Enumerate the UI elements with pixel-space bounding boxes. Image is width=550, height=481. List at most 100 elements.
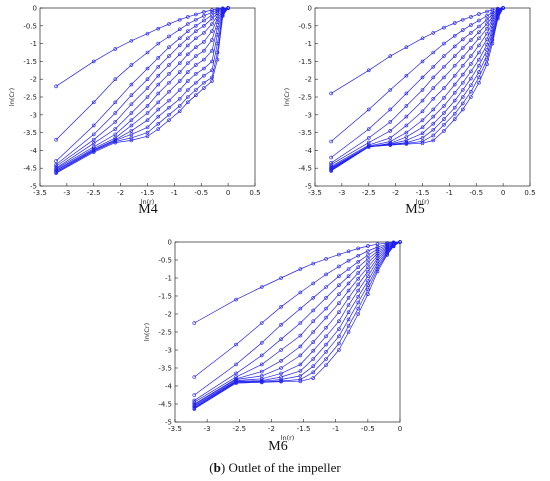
series-1-point	[420, 36, 425, 41]
series-4-point	[442, 64, 446, 69]
series-12-point	[311, 376, 316, 380]
series-8-point	[431, 114, 436, 119]
series-4-point	[215, 11, 220, 16]
series-11-point	[311, 370, 316, 375]
series-11-point	[356, 306, 361, 311]
series-4-point	[210, 16, 214, 21]
series-2-point	[485, 14, 489, 18]
series-3-point	[346, 267, 351, 271]
series-1-point	[145, 31, 150, 36]
series-2-point	[234, 342, 238, 347]
series-3-point	[145, 66, 150, 71]
series-3-point	[192, 393, 197, 397]
y-tick-label: -3	[305, 111, 312, 119]
series-10-point	[113, 138, 118, 143]
x-tick-label: 0	[398, 425, 402, 433]
x-tick-label: -1.5	[297, 425, 311, 433]
series-12-point	[490, 41, 495, 46]
series-12-point	[477, 80, 481, 85]
series-line-6	[55, 7, 229, 169]
series-9-point	[356, 294, 361, 299]
series-11-point	[215, 50, 220, 55]
series-6-point	[194, 45, 198, 49]
series-12-point	[469, 95, 473, 99]
series-9-point	[442, 111, 446, 115]
y-tick-label: -2.5	[158, 329, 172, 337]
series-12-point	[431, 138, 436, 143]
series-5-point	[298, 333, 303, 338]
series-5-point	[366, 140, 371, 145]
y-tick-label: -1	[30, 40, 37, 48]
series-3-point	[311, 296, 316, 300]
series-1-point	[210, 8, 214, 12]
series-line-3	[330, 7, 504, 158]
series-5-point	[113, 120, 118, 124]
series-6-point	[311, 330, 316, 334]
series-2-point	[442, 41, 446, 46]
series-9-point	[177, 88, 182, 92]
series-7-point	[215, 20, 220, 25]
x-tick-label: -1	[332, 425, 339, 433]
series-11-point	[431, 133, 436, 138]
series-8-point	[404, 135, 409, 139]
series-11-point	[210, 75, 214, 80]
series-2-point	[186, 22, 190, 26]
series-2-point	[91, 100, 96, 105]
series-10-point	[356, 300, 361, 305]
series-2-point	[420, 59, 425, 64]
series-4-point	[186, 36, 190, 41]
series-line-11	[55, 7, 229, 173]
x-tick-label: -2.5	[87, 189, 101, 197]
series-line-2	[330, 7, 504, 142]
series-line-11	[330, 7, 504, 171]
x-axis-label: ln(r)	[281, 434, 295, 442]
series-10-point	[366, 283, 370, 288]
series-7-point	[156, 91, 161, 96]
y-axis-label: ln(Cr)	[143, 323, 151, 341]
series-line-2	[55, 7, 229, 140]
series-10-point	[442, 117, 446, 121]
series-3-point	[337, 274, 341, 279]
y-tick-label: -2.5	[23, 94, 37, 102]
series-1-point	[129, 38, 134, 43]
series-3-point	[366, 253, 370, 257]
series-1-point	[324, 257, 328, 261]
y-tick-label: 0	[168, 239, 172, 247]
series-10-point	[311, 364, 316, 368]
series-6-point	[356, 276, 361, 281]
series-1-point	[452, 21, 457, 25]
series-8-point	[490, 27, 495, 32]
series-6-point	[113, 127, 118, 131]
x-tick-label: -1	[446, 189, 453, 197]
series-12-point	[215, 57, 220, 62]
series-1-point	[177, 17, 182, 22]
series-4-point	[311, 308, 316, 313]
series-3-point	[167, 45, 171, 49]
series-5-point	[311, 319, 316, 323]
series-line-6	[194, 241, 401, 405]
series-3-point	[356, 259, 361, 264]
series-2-point	[346, 258, 351, 263]
series-4-point	[346, 274, 351, 279]
x-axis-label: ln(r)	[141, 198, 155, 206]
series-5-point	[129, 102, 134, 106]
series-11-point	[202, 80, 206, 85]
series-12-point	[398, 240, 402, 244]
series-4-point	[91, 132, 96, 137]
series-4-point	[366, 136, 371, 140]
series-11-point	[490, 38, 495, 42]
series-line-12	[55, 7, 229, 174]
series-5-point	[431, 86, 436, 90]
series-5-point	[461, 55, 465, 59]
series-5-point	[167, 63, 171, 67]
series-2-point	[192, 375, 197, 379]
series-5-point	[485, 26, 489, 31]
series-7-point	[324, 325, 328, 330]
x-axis-label: ln(r)	[416, 198, 430, 206]
series-8-point	[145, 111, 150, 115]
series-2-point	[375, 245, 380, 249]
series-9-point	[337, 327, 341, 331]
series-4-point	[145, 77, 150, 81]
series-11-point	[452, 111, 457, 116]
series-7-point	[469, 62, 473, 66]
